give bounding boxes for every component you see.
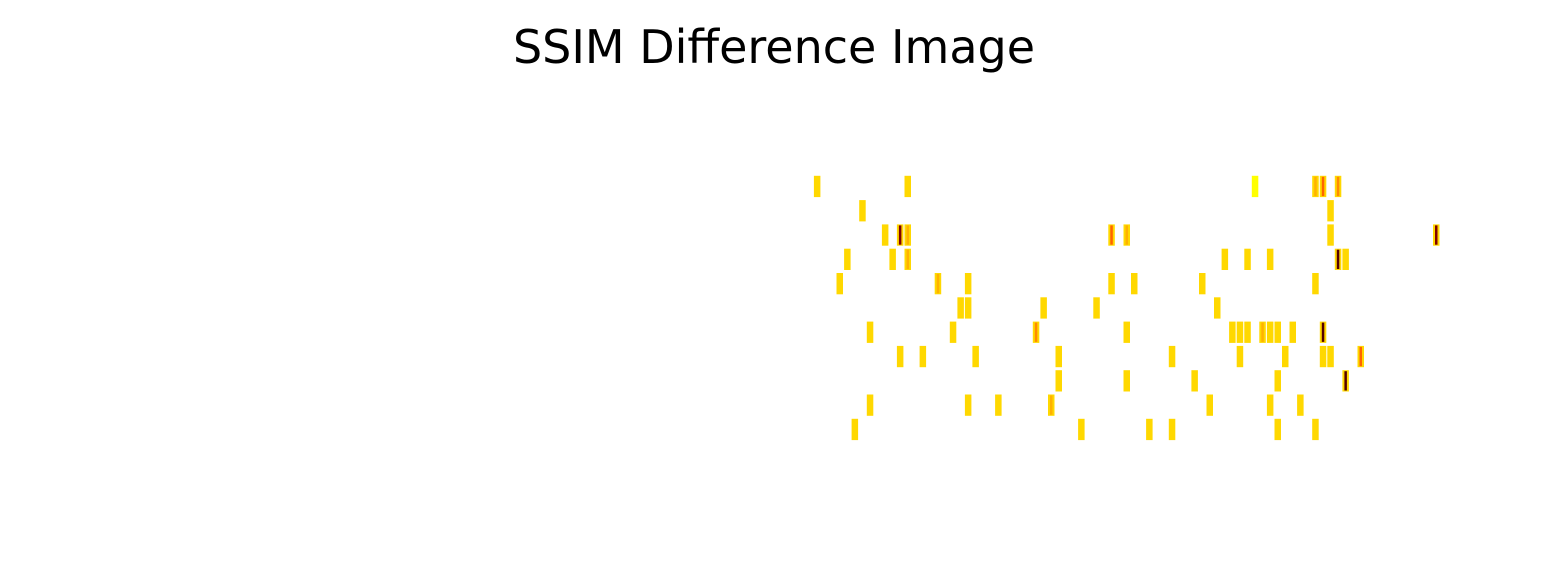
heatmap-cell [1125,322,1128,342]
heatmap-cell [1148,419,1151,440]
heatmap-cell [906,225,909,245]
heatmap-cell [1050,395,1053,415]
heatmap-cell [966,395,970,415]
heatmap-cell [906,176,909,197]
heatmap-cell [1435,225,1438,245]
heatmap-cell [1057,371,1060,391]
heatmap-cell [1321,346,1325,367]
heatmap-cell [898,225,902,245]
heatmap-cell [1344,249,1347,269]
heatmap-cell [1133,274,1136,294]
heatmap-cell [1231,322,1234,342]
heatmap-cell [1261,322,1264,342]
heatmap-cell [1276,371,1279,391]
heatmap-cell [1095,298,1098,318]
heatmap-cell [1080,419,1083,440]
heatmap-cell [1314,419,1317,440]
heatmap-cell [1216,298,1219,318]
heatmap-cell [891,249,894,269]
heatmap-cell [1314,274,1317,294]
heatmap-cell [1268,322,1272,342]
heatmap-cell [868,395,872,415]
heatmap-cell [861,201,864,221]
heatmap-cell [1253,176,1257,197]
heatmap-cell [898,346,902,367]
heatmap-cell [959,298,962,318]
heatmap-cell [853,419,857,440]
heatmap-cell [1110,274,1113,294]
chart-title: SSIM Difference Image [512,20,1036,74]
heatmap-cell [1321,176,1325,197]
heatmap-cell [1321,322,1325,342]
heatmap-cell [1170,419,1174,440]
heatmap-cell [1110,225,1113,245]
heatmap-cell [1223,249,1227,269]
heatmap-cell [1329,346,1332,367]
heatmap-cell [1238,322,1242,342]
heatmap-cell [1170,346,1174,367]
heatmap-cell [1291,322,1294,342]
heatmap-cell [1329,225,1332,245]
heatmap-cell [1276,419,1279,440]
heatmap-cell [1284,346,1287,367]
heatmap-cell [1208,395,1211,415]
heatmap-cell [1201,274,1204,294]
heatmap-cell [1238,346,1242,367]
heatmap-cell [1125,371,1128,391]
heatmap-cell [1276,322,1279,342]
heatmap-cell [838,274,841,294]
heatmap-cell [1034,322,1038,342]
heatmap-cell [966,274,970,294]
heatmap-cell [951,322,955,342]
heatmap-cell [997,395,1000,415]
heatmap-cell [1268,395,1272,415]
heatmap-cell [1299,395,1302,415]
heatmap-cell [921,346,925,367]
heatmap-cell [815,176,819,197]
heatmap-cell [1042,298,1045,318]
heatmap-cell [1336,176,1340,197]
heatmap-cell [966,298,970,318]
heatmap-cell [974,346,977,367]
heatmap-cell [906,249,909,269]
heatmap-cell [1359,346,1362,367]
heatmap-cell [883,225,887,245]
heatmap-cell [1336,249,1340,269]
heatmap-cell [868,322,872,342]
heatmap-cell [1125,225,1128,245]
heatmap-cell [1344,371,1347,391]
heatmap-cell [846,249,849,269]
heatmap-cell [1193,371,1196,391]
heatmap-cell [936,274,940,294]
heatmap-cell [1314,176,1317,197]
heatmap-cell [1329,201,1332,221]
heatmap-cell [1268,249,1272,269]
heatmap-cell [1246,249,1249,269]
heatmap-cell [1057,346,1060,367]
heatmap-cell [1246,322,1249,342]
